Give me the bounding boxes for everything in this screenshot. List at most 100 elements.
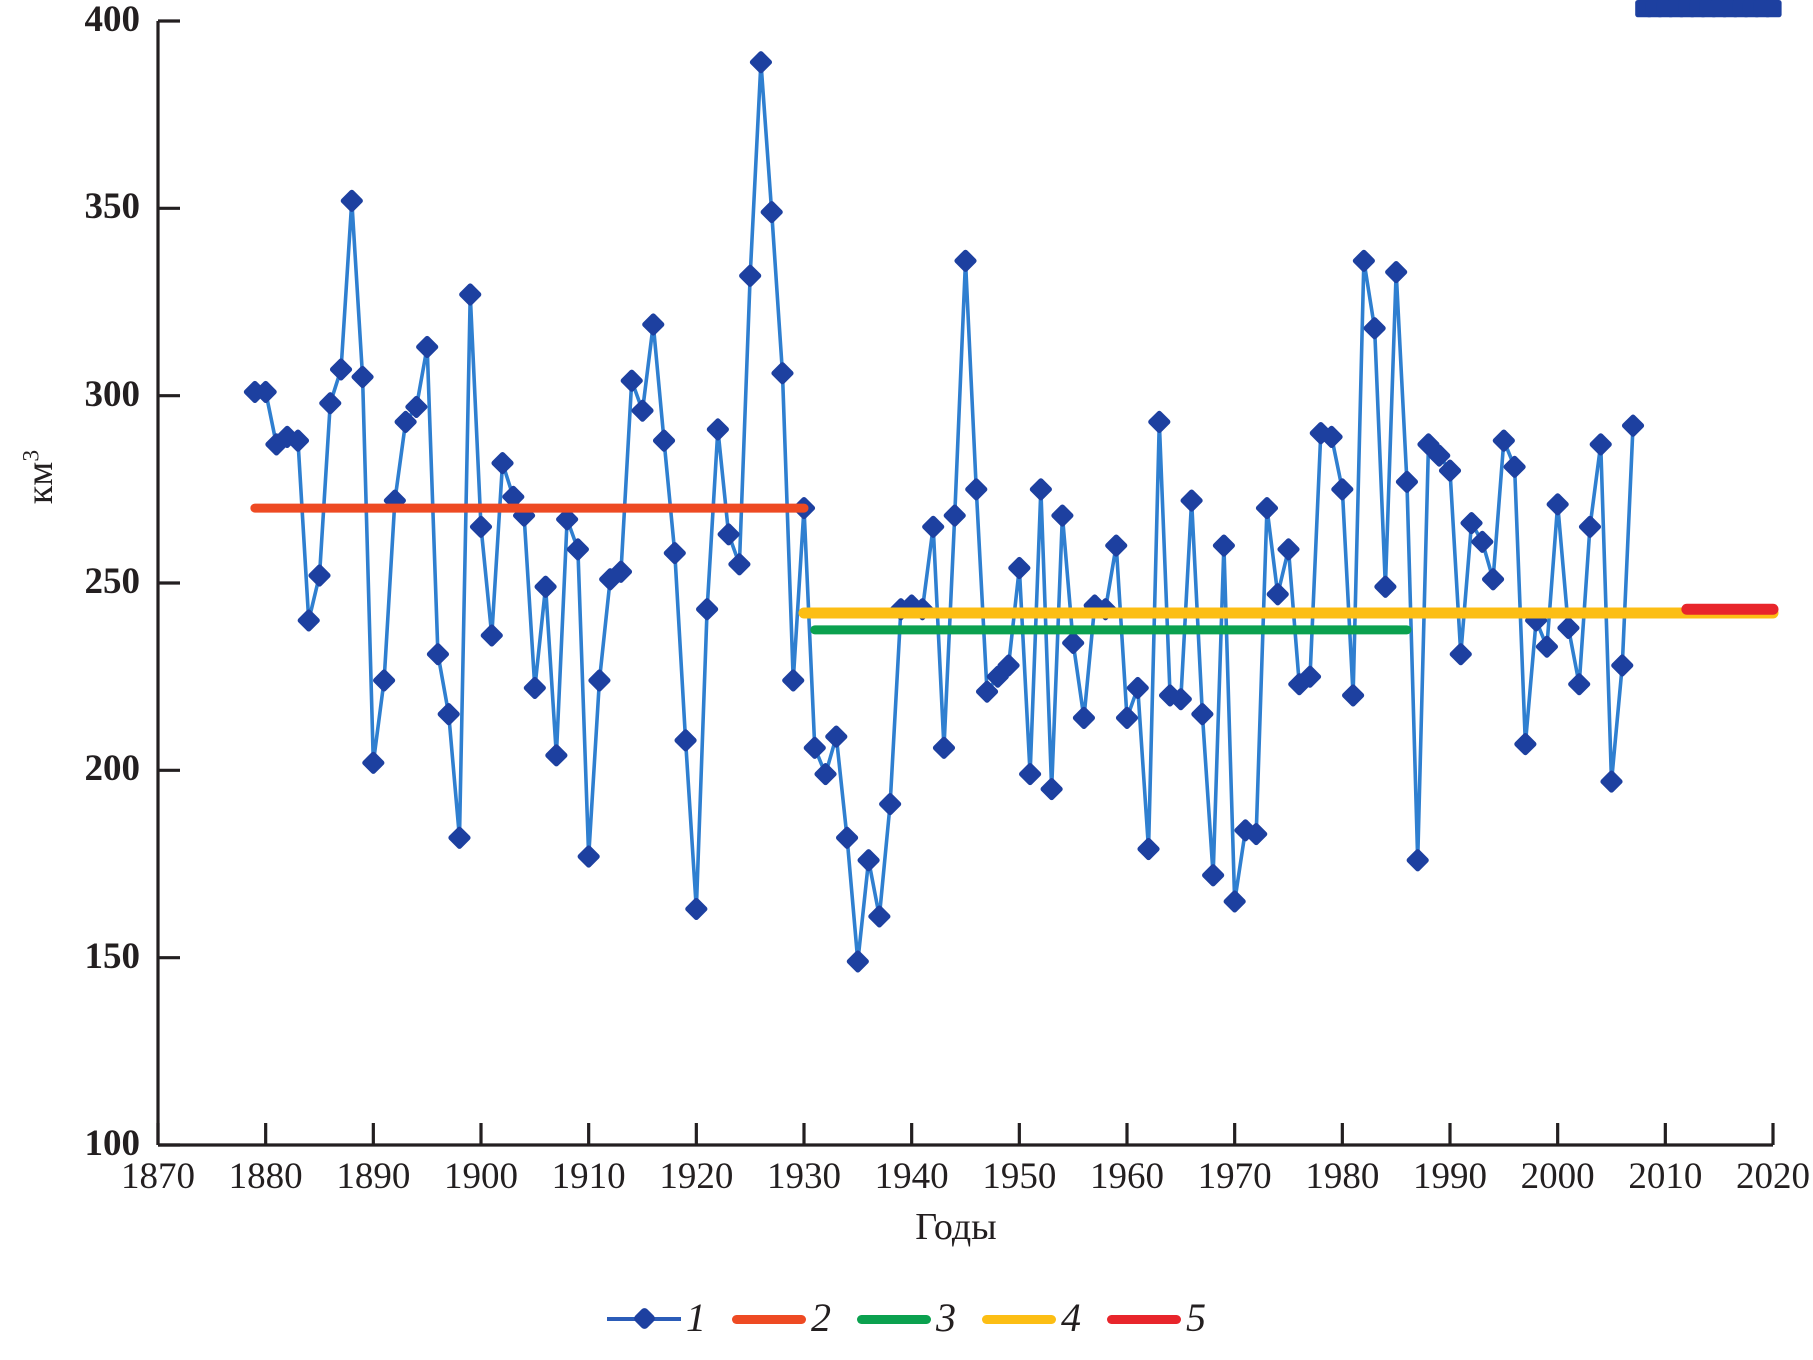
x-axis-tick-label: 1970: [1197, 1156, 1272, 1197]
legend-swatch-3: [857, 1305, 931, 1331]
series1-data-point: [329, 358, 353, 381]
legend-item-2[interactable]: 2: [732, 1298, 831, 1338]
series1-data-point: [416, 335, 439, 359]
series1-data-point: [1363, 317, 1386, 340]
series1-data-point: [1406, 849, 1429, 872]
series1-data-point: [760, 200, 783, 224]
series1-data-point: [609, 560, 633, 583]
legend-label-2: 2: [811, 1295, 831, 1340]
series1-data-point: [1062, 631, 1085, 655]
series1-data-point: [1169, 688, 1192, 711]
series1-data-point: [1072, 706, 1096, 729]
series1-data-point: [922, 515, 945, 538]
legend-line-icon: [1107, 1315, 1181, 1324]
series1-data-point: [1051, 504, 1074, 527]
series1-data-point: [1514, 733, 1537, 756]
series1-data-point: [577, 845, 600, 868]
series1-data-point: [340, 189, 363, 212]
y-axis-tick-label: 350: [84, 186, 141, 228]
series1-data-point: [566, 538, 589, 561]
series1-data-point: [1019, 762, 1042, 786]
series1-data-point: [954, 249, 977, 272]
series1-data-point: [1115, 706, 1139, 729]
legend-label-1: 1: [686, 1295, 706, 1340]
x-axis-tick-label: 1900: [444, 1156, 518, 1197]
x-axis-tick-label: 1910: [551, 1156, 626, 1197]
y-axis-tick-label: 100: [84, 1123, 141, 1164]
series1-data-point: [975, 680, 999, 703]
series1-data-point: [1040, 777, 1063, 801]
series1-data-point: [932, 736, 956, 759]
legend-swatch-5: [1107, 1305, 1181, 1331]
series1-data-point: [1578, 515, 1602, 538]
legend-item-1[interactable]: 1: [607, 1298, 706, 1338]
series1-data-point: [782, 669, 805, 692]
x-axis-tick-label: 1870: [121, 1156, 195, 1197]
x-axis-tick-label: 2020: [1736, 1156, 1810, 1197]
series1-data-point: [1481, 568, 1505, 591]
legend-line-icon: [857, 1315, 931, 1324]
y-axis-title-exponent: 3: [18, 449, 45, 462]
legend-item-3[interactable]: 3: [857, 1298, 956, 1338]
series1-data-point: [1126, 676, 1149, 699]
series1-data-point: [706, 418, 729, 441]
series1-data-point: [1438, 459, 1462, 482]
y-axis-tick-label: 150: [84, 935, 141, 977]
series1-data-point: [373, 669, 396, 692]
series1-data-point: [749, 51, 773, 74]
series1-data-point: [1342, 684, 1365, 707]
series1-data-point: [803, 736, 826, 759]
series1-data-point: [286, 429, 310, 452]
series1-data-point: [1568, 673, 1591, 696]
series1-data-point: [426, 643, 450, 666]
series1-data-point: [1535, 635, 1558, 658]
series1-data-point: [362, 751, 385, 774]
series1-data-point: [351, 365, 374, 389]
series1-data-point: [308, 564, 331, 587]
series1-data-point: [1621, 414, 1645, 437]
legend-swatch-2: [732, 1305, 806, 1331]
series1-data-point: [997, 654, 1020, 677]
series1-data-point: [835, 826, 859, 849]
series1-data-point: [685, 897, 708, 921]
series1-data-point: [1557, 616, 1580, 640]
y-axis-tick-label: 300: [84, 373, 141, 415]
series1-data-point: [1008, 556, 1031, 580]
y-axis-title-text: км: [19, 461, 61, 505]
series1-data-point: [1191, 703, 1214, 726]
series1-data-point: [491, 452, 514, 475]
series1-data-point: [652, 429, 676, 452]
x-axis-tick-label: 1890: [336, 1156, 411, 1197]
legend-item-5[interactable]: 5: [1107, 1298, 1206, 1338]
series1-data-point: [943, 504, 966, 527]
series1-data-point: [480, 624, 503, 647]
legend-line-icon: [982, 1315, 1056, 1324]
series1-data-point: [1460, 511, 1483, 535]
series1-data-point: [879, 792, 902, 816]
y-axis-tick-label: 250: [84, 561, 141, 602]
legend-label-5: 5: [1186, 1295, 1206, 1340]
series1-data-point: [696, 598, 719, 621]
series1-data-point: [674, 729, 697, 752]
series1-data-point: [1245, 822, 1268, 846]
series1-data-point: [620, 369, 643, 392]
legend-item-4[interactable]: 4: [982, 1298, 1081, 1338]
series1-data-point: [1266, 583, 1289, 606]
series1-data-point: [1212, 534, 1235, 557]
series1-data-point: [319, 392, 342, 415]
series1-data-point: [448, 826, 471, 849]
series1-data-point: [1385, 260, 1408, 284]
legend-label-3: 3: [936, 1295, 956, 1340]
series1-data-point: [1180, 489, 1203, 512]
series1-data-point: [1503, 455, 1526, 478]
series1-data-point: [642, 313, 665, 336]
x-axis-tick-label: 1960: [1090, 1156, 1164, 1197]
x-axis-tick-label: 1980: [1305, 1156, 1380, 1197]
series1-data-point: [825, 725, 848, 748]
legend-line-icon: [732, 1315, 806, 1324]
series1-data-point: [1331, 478, 1354, 501]
series1-data-point: [1492, 429, 1515, 452]
series1-data-point: [846, 950, 869, 973]
